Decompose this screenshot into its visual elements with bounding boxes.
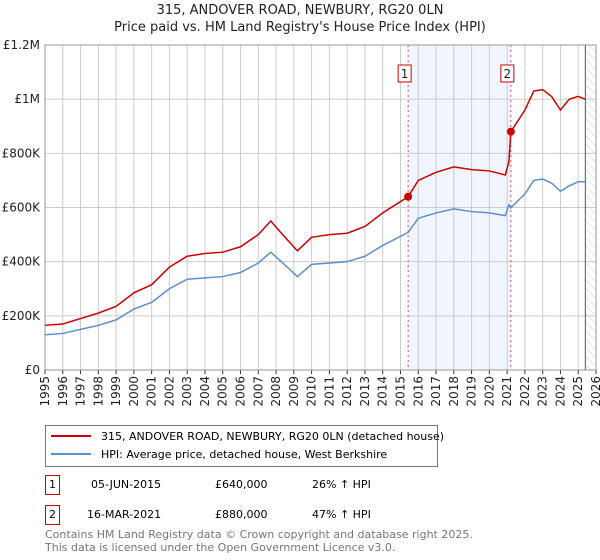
x-tick-label: 2002 [162,376,176,407]
x-tick-label: 1996 [56,376,70,407]
x-tick-label: 2025 [571,376,585,407]
legend-red-line [51,435,91,437]
chart-subtitle: Price paid vs. HM Land Registry's House … [114,20,486,35]
x-tick-label: 2013 [358,376,372,407]
x-tick-label: 2019 [465,376,479,407]
hpi-line [44,178,586,336]
legend-property: 315, ANDOVER ROAD, NEWBURY, RG20 0LN (de… [101,429,445,443]
marker-box [500,64,515,83]
x-tick-label: 2014 [376,376,390,407]
x-tick-label: 2003 [180,376,194,407]
transaction-number: 2 [45,505,60,525]
footer-line-2: This data is licensed under the Open Gov… [45,541,396,554]
transaction-date: 16-MAR-2021 [87,508,162,521]
x-tick-label: 2016 [411,376,425,407]
price-line [44,88,586,327]
y-tick-label: £600K [2,201,42,215]
x-tick-label: 1997 [74,376,88,407]
x-tick-label: 2015 [393,376,407,407]
transaction-row: 2 16-MAR-2021 £880,000 47% ↑ HPI [45,505,445,525]
x-tick-label: 2009 [287,376,301,407]
x-tick-label: 2006 [234,376,248,407]
x-tick-label: 2005 [216,376,230,407]
footer-line-1: Contains HM Land Registry data © Crown c… [45,528,473,541]
legend-hpi: HPI: Average price, detached house, West… [101,447,388,461]
x-tick-label: 2012 [340,376,354,407]
x-tick-label: 2008 [269,376,283,407]
x-tick-label: 2000 [127,376,141,407]
x-tick-label: 2026 [589,376,600,407]
plot-frame [44,44,597,371]
marker-label: 1 [401,67,409,81]
legend: 315, ANDOVER ROAD, NEWBURY, RG20 0LN (de… [45,425,444,467]
price-chart: 1995 1996 1997 1998 1999 2000 2001 2002 2003 2004… [2,38,600,407]
x-tick-label: 2004 [198,376,212,407]
y-tick-label: £1M [14,92,40,106]
x-tick-label: 1998 [91,376,105,407]
transaction-price: £640,000 [215,478,268,491]
marker-label: 2 [504,67,512,81]
y-tick-label: £200K [2,309,42,323]
sale-point [404,192,413,201]
transaction-price: £880,000 [215,508,268,521]
x-tick-label: 2001 [145,376,159,407]
footer: Contains HM Land Registry data © Crown c… [45,528,473,554]
x-tick-label: 1995 [38,376,52,407]
chart-title: 315, ANDOVER ROAD, NEWBURY, RG20 0LN [156,3,444,18]
x-tick-label: 2007 [251,376,265,407]
transaction-number: 1 [45,475,60,495]
y-tick-label: £1.2M [3,38,40,52]
marker-box [397,64,412,83]
x-tick-label: 2023 [536,376,550,407]
y-tick-label: £0 [25,363,40,377]
x-tick-label: 2020 [482,376,496,407]
x-tick-label: 2018 [447,376,461,407]
x-tick-label: 2022 [518,376,532,407]
transaction-hpi: 47% ↑ HPI [312,508,371,521]
legend-blue-line [51,453,91,455]
x-tick-label: 2011 [322,376,336,407]
transaction-row: 1 05-JUN-2015 £640,000 26% ↑ HPI [45,475,445,495]
transaction-hpi: 26% ↑ HPI [312,478,371,491]
x-tick-label: 2017 [429,376,443,407]
x-tick-label: 2021 [500,376,514,407]
x-tick-label: 1999 [109,376,123,407]
sale-point [506,127,515,136]
y-tick-label: £800K [2,146,42,160]
x-tick-label: 2024 [553,376,567,407]
transaction-date: 05-JUN-2015 [91,478,162,491]
y-tick-label: £400K [2,255,42,269]
x-tick-label: 2010 [305,376,319,407]
